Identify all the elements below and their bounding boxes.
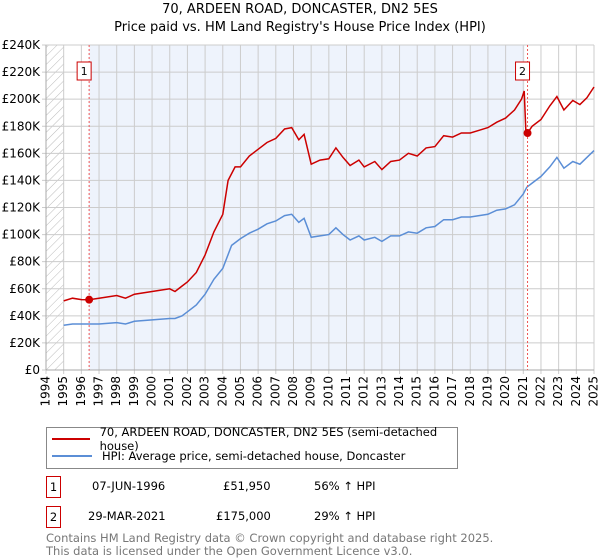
x-tick-label: 2017	[445, 376, 459, 407]
y-tick-label: £60K	[9, 282, 41, 296]
transaction-badge: 2	[46, 506, 61, 528]
x-tick-label: 1996	[74, 376, 88, 407]
x-tick-label: 2015	[410, 376, 424, 407]
legend-item-property: 70, ARDEEN ROAD, DONCASTER, DN2 5ES (sem…	[52, 425, 457, 453]
sale-point	[85, 295, 94, 304]
y-tick-label: £40K	[9, 309, 41, 323]
hpi-line	[63, 150, 595, 327]
y-tick-label: £100K	[2, 228, 42, 242]
legend-swatch-red	[52, 438, 90, 440]
x-tick-label: 2020	[498, 376, 512, 407]
x-tick-label: 2005	[233, 376, 247, 407]
x-tick-label: 2008	[286, 376, 300, 407]
y-tick-label: £140K	[2, 173, 42, 187]
chart-title: 70, ARDEEN ROAD, DONCASTER, DN2 5ES	[162, 2, 438, 17]
x-tick-label: 1995	[56, 376, 70, 407]
y-tick-label: £160K	[2, 146, 42, 160]
footer-licence: This data is licensed under the Open Gov…	[46, 544, 413, 558]
legend-swatch-blue	[52, 455, 92, 457]
sale-point	[523, 129, 532, 138]
x-tick-label: 2000	[145, 376, 159, 407]
x-tick-label: 2022	[533, 376, 547, 407]
x-tick-label: 2019	[480, 376, 494, 407]
annotation-label: 1	[81, 65, 88, 78]
x-tick-label: 2004	[215, 376, 229, 407]
y-tick-label: £200K	[2, 92, 42, 106]
legend-label: HPI: Average price, semi-detached house,…	[102, 449, 406, 463]
transaction-price: £175,000	[216, 509, 271, 523]
x-tick-label: 2007	[268, 376, 282, 407]
x-tick-label: 2014	[392, 376, 406, 407]
y-tick-label: £120K	[2, 201, 42, 215]
transaction-row: 1 07-JUN-1996 £51,950 56% ↑ HPI	[46, 476, 546, 498]
transaction-row: 2 29-MAR-2021 £175,000 29% ↑ HPI	[46, 506, 546, 528]
price-chart: 1994 1995 1996 1997 1998 1999 2000 2001 2002 2003…	[2, 38, 600, 407]
chart-subtitle: Price paid vs. HM Land Registry's House …	[114, 20, 486, 35]
x-tick-label: 1998	[109, 376, 123, 407]
x-tick-label: 1997	[92, 376, 106, 407]
x-tick-label: 2009	[304, 376, 318, 407]
y-tick-label: £220K	[2, 65, 42, 79]
x-tick-label: 2010	[321, 376, 335, 407]
x-tick-label: 2002	[180, 376, 194, 407]
transaction-price: £51,950	[223, 479, 271, 493]
y-tick-label: £0	[25, 363, 40, 377]
y-tick-label: £20K	[9, 336, 41, 350]
x-tick-label: 2023	[551, 376, 565, 407]
y-tick-label: £180K	[2, 119, 42, 133]
chart-legend: 70, ARDEEN ROAD, DONCASTER, DN2 5ES (sem…	[46, 425, 458, 469]
annotation-label: 2	[519, 65, 526, 78]
x-tick-label: 2024	[569, 376, 583, 407]
footer: Contains HM Land Registry data © Crown c…	[46, 532, 493, 558]
transaction-hpi: 56% ↑ HPI	[314, 479, 376, 493]
x-tick-label: 2021	[516, 376, 530, 407]
x-tick-label: 2025	[587, 376, 600, 407]
annotation-badge	[76, 61, 92, 81]
price-paid-line	[63, 86, 595, 302]
x-tick-label: 2016	[427, 376, 441, 407]
y-tick-label: £240K	[2, 38, 42, 52]
x-tick-label: 1999	[127, 376, 141, 407]
transaction-date: 07-JUN-1996	[92, 479, 166, 493]
transaction-hpi: 29% ↑ HPI	[314, 509, 376, 523]
x-tick-label: 2018	[463, 376, 477, 407]
x-tick-label: 2001	[162, 376, 176, 407]
x-tick-label: 2013	[374, 376, 388, 407]
x-tick-label: 2012	[357, 376, 371, 407]
transaction-badge: 1	[46, 476, 61, 498]
x-tick-label: 2003	[198, 376, 212, 407]
transaction-date: 29-MAR-2021	[88, 509, 166, 523]
x-tick-label: 1994	[39, 376, 53, 407]
x-tick-label: 2011	[339, 376, 353, 407]
y-tick-label: £80K	[9, 255, 41, 269]
x-tick-label: 2006	[251, 376, 265, 407]
legend-label: 70, ARDEEN ROAD, DONCASTER, DN2 5ES (sem…	[99, 425, 438, 453]
legend-item-hpi: HPI: Average price, semi-detached house,…	[52, 448, 405, 464]
footer-copyright: Contains HM Land Registry data © Crown c…	[46, 531, 494, 545]
annotation-badge	[515, 61, 531, 81]
